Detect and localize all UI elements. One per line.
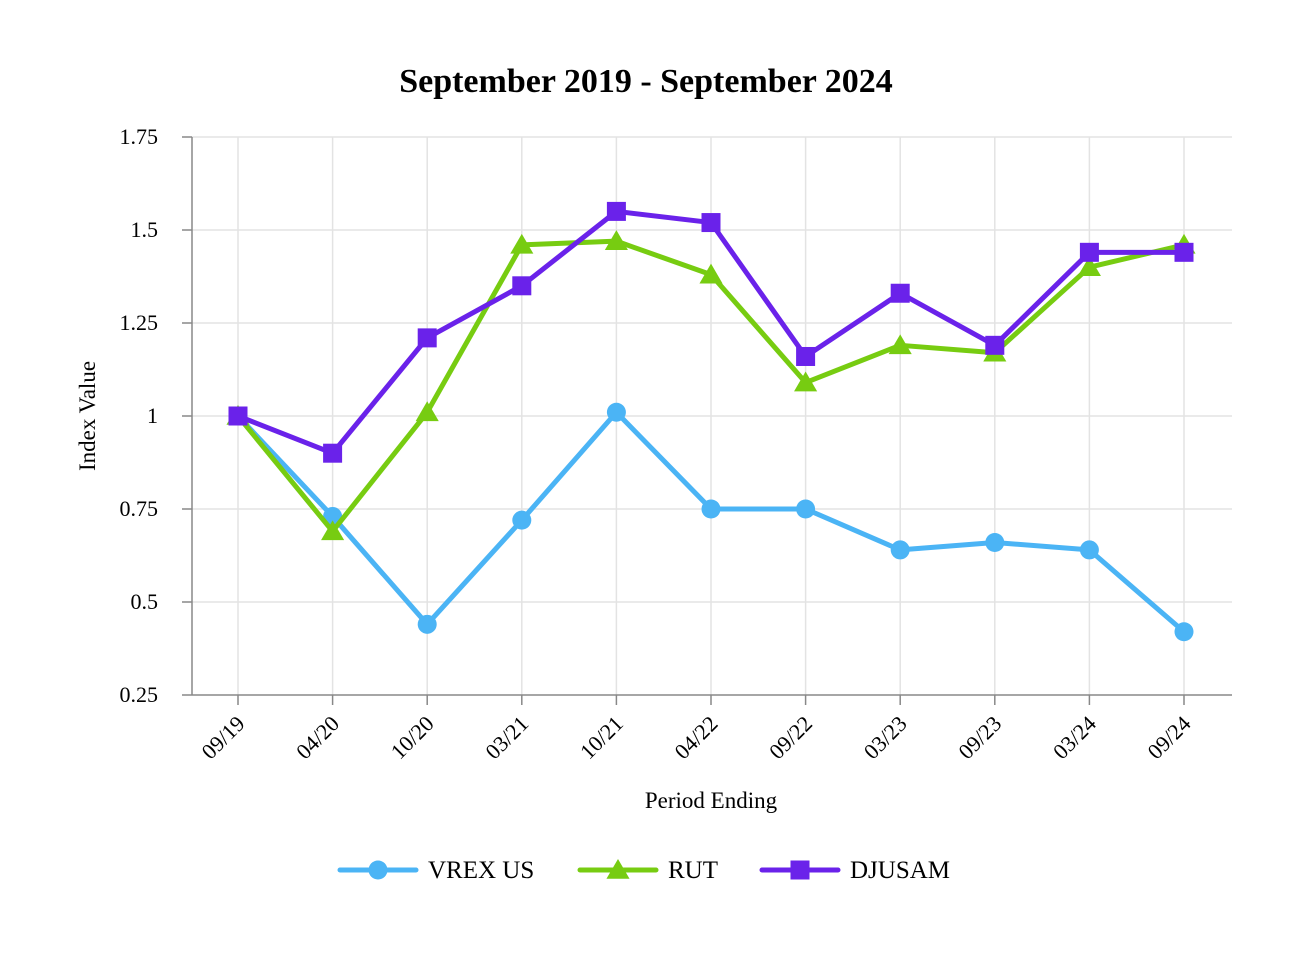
x-tick-label: 04/22 xyxy=(669,711,722,764)
x-tick-label: 09/24 xyxy=(1142,711,1195,764)
data-point xyxy=(321,520,345,541)
data-point xyxy=(1079,242,1099,262)
data-point xyxy=(701,499,721,519)
legend-marker xyxy=(790,860,810,880)
x-tick-label: 09/19 xyxy=(196,711,249,764)
data-point xyxy=(510,233,534,254)
y-axis-label: Index Value xyxy=(75,361,100,471)
legend-marker xyxy=(368,860,388,880)
data-point xyxy=(415,401,439,422)
legend-label: DJUSAM xyxy=(850,857,950,884)
legend-label: VREX US xyxy=(428,857,534,884)
x-tick-label: 09/23 xyxy=(953,711,1006,764)
data-point xyxy=(606,201,626,221)
x-tick-label: 04/20 xyxy=(291,711,344,764)
y-tick-label: 1.5 xyxy=(131,217,159,242)
data-point xyxy=(985,335,1005,355)
x-tick-label: 03/24 xyxy=(1048,711,1101,764)
x-tick-label: 03/23 xyxy=(859,711,912,764)
data-point xyxy=(890,540,910,560)
data-point xyxy=(794,371,818,392)
y-tick-label: 0.75 xyxy=(120,496,159,521)
data-point xyxy=(890,283,910,303)
x-tick-label: 09/22 xyxy=(764,711,817,764)
y-tick-label: 0.25 xyxy=(120,682,159,707)
data-point xyxy=(323,506,343,526)
chart-title: September 2019 - September 2024 xyxy=(399,63,893,100)
data-point xyxy=(228,406,248,426)
x-tick-label: 10/20 xyxy=(386,711,439,764)
data-point xyxy=(1174,622,1194,642)
legend-item: DJUSAM xyxy=(759,857,950,884)
data-point xyxy=(1174,242,1194,262)
data-point xyxy=(512,510,532,530)
data-point xyxy=(1079,540,1099,560)
y-tick-label: 1.75 xyxy=(120,124,159,149)
data-point xyxy=(796,499,816,519)
data-point xyxy=(796,346,816,366)
legend-item: VREX US xyxy=(337,857,534,884)
x-tick-label: 10/21 xyxy=(575,711,628,764)
y-tick-label: 0.5 xyxy=(131,589,159,614)
data-point xyxy=(701,213,721,233)
data-point xyxy=(1077,256,1101,276)
legend-marker xyxy=(606,859,630,879)
data-point xyxy=(699,263,723,284)
legend-item: RUT xyxy=(577,857,718,884)
data-point xyxy=(604,230,628,250)
legend: VREX US RUT DJUSAM xyxy=(337,857,950,884)
legend-label: RUT xyxy=(668,857,718,884)
data-point xyxy=(512,276,532,296)
x-axis-label: Period Ending xyxy=(645,788,778,813)
data-point xyxy=(985,532,1005,552)
data-point xyxy=(323,443,343,463)
data-point xyxy=(606,402,626,422)
y-tick-label: 1 xyxy=(147,403,158,428)
data-point xyxy=(888,334,912,355)
series-vrex-us xyxy=(228,402,1194,642)
data-point xyxy=(417,614,437,634)
x-tick-label: 03/21 xyxy=(480,711,533,764)
series-lines xyxy=(226,201,1196,642)
data-point xyxy=(417,328,437,348)
y-tick-label: 1.25 xyxy=(120,310,159,335)
series-djusam xyxy=(228,201,1194,463)
